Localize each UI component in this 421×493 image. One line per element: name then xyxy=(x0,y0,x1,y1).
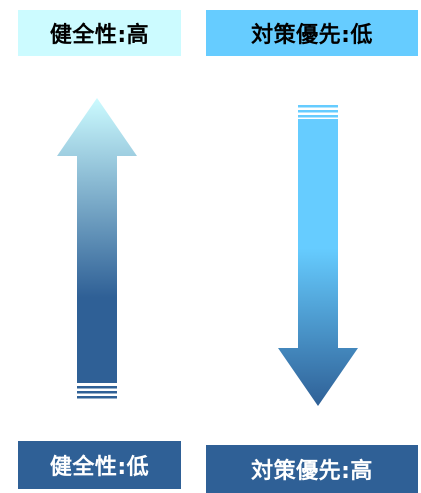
down-arrow-stripe-1 xyxy=(298,105,338,108)
down-arrow-icon xyxy=(278,105,358,406)
label-health-low: 健全性:低 xyxy=(18,441,181,489)
up-arrow-icon xyxy=(57,98,137,399)
label-priority-low: 対策優先:低 xyxy=(206,10,418,56)
up-arrow-stripe-1 xyxy=(77,386,117,389)
up-arrow-stripe-2 xyxy=(77,391,117,394)
down-arrow-body xyxy=(278,119,358,406)
up-arrow-stripe-3 xyxy=(77,396,117,399)
label-health-high: 健全性:高 xyxy=(18,10,181,56)
up-arrow-body xyxy=(57,98,137,383)
down-arrow-stripe-2 xyxy=(298,110,338,113)
label-priority-high: 対策優先:高 xyxy=(206,445,418,493)
down-arrow-stripe-3 xyxy=(298,115,338,118)
